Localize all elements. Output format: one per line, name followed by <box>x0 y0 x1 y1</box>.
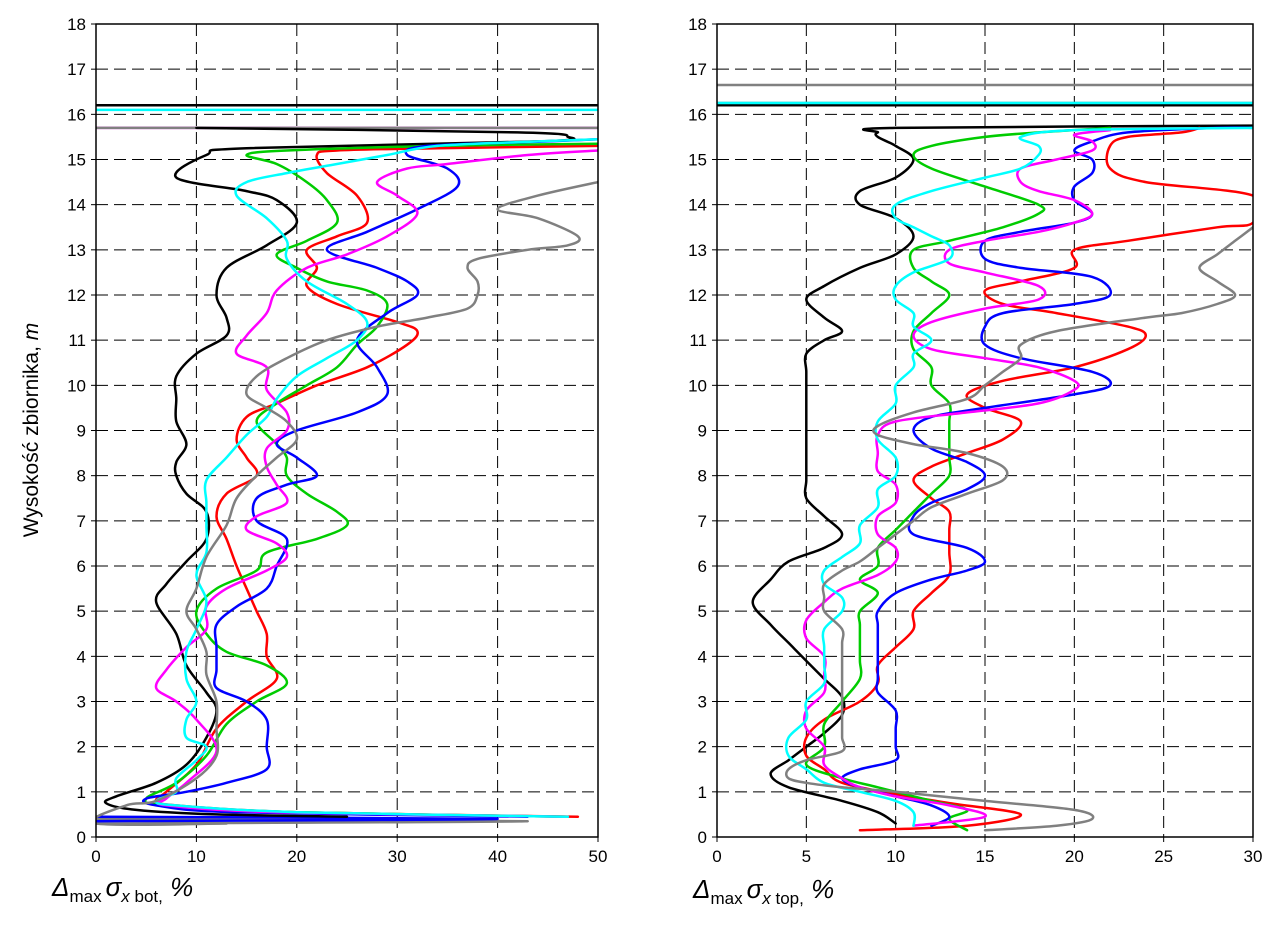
y-tick-label: 12 <box>688 286 707 305</box>
y-tick-label: 17 <box>688 60 707 79</box>
series-line-2 <box>143 142 598 818</box>
y-tick-label: 15 <box>688 151 707 170</box>
y-tick-label: 10 <box>67 376 86 395</box>
plot-frame <box>95 23 599 838</box>
x-tick-label: 30 <box>388 847 407 866</box>
x-tick-label: 20 <box>287 847 306 866</box>
y-tick-label: 14 <box>688 196 707 215</box>
x-tick-label: 25 <box>1154 847 1173 866</box>
y-tick-label: 8 <box>698 467 707 486</box>
y-tick-label: 17 <box>67 60 86 79</box>
x-tick-label: 15 <box>976 847 995 866</box>
series-line-3 <box>141 137 598 818</box>
x-axis-label-top: Δmax σx top, % <box>692 874 834 908</box>
y-tick-label: 0 <box>77 828 86 847</box>
y-tick-label: 10 <box>688 376 707 395</box>
series-line-6 <box>96 180 598 827</box>
x-tick-label: 10 <box>886 847 905 866</box>
y-tick-label: 15 <box>67 151 86 170</box>
x-tick-label: 0 <box>712 847 721 866</box>
y-axis-label: Wysokość zbiornika, m <box>20 323 43 538</box>
x-axis-label-bot: Δmax σx bot, % <box>51 872 193 906</box>
plot-lines <box>96 104 598 827</box>
x-tick-label: 0 <box>91 847 100 866</box>
series-line-5 <box>154 137 598 818</box>
y-tick-label: 7 <box>698 512 707 531</box>
y-tick-label: 6 <box>77 557 86 576</box>
y-tick-label: 13 <box>688 241 707 260</box>
y-tick-label: 7 <box>77 512 86 531</box>
y-tick-label: 8 <box>77 467 86 486</box>
y-tick-label: 18 <box>688 15 707 34</box>
y-tick-label: 12 <box>67 286 86 305</box>
y-tick-label: 0 <box>698 828 707 847</box>
y-tick-label: 2 <box>698 738 707 757</box>
series-line-6 <box>785 226 1253 832</box>
y-tick-label: 1 <box>698 783 707 802</box>
y-tick-label: 3 <box>698 693 707 712</box>
series-spike <box>96 815 499 823</box>
series-line-1 <box>802 126 1253 832</box>
series-line-0 <box>103 126 576 818</box>
x-tick-label: 5 <box>802 847 811 866</box>
y-tick-label: 18 <box>67 15 86 34</box>
y-tick-label: 4 <box>77 647 86 666</box>
y-tick-label: 1 <box>77 783 86 802</box>
plot-frame <box>716 23 1254 838</box>
x-tick-label: 50 <box>589 847 608 866</box>
y-tick-label: 9 <box>698 422 707 441</box>
y-tick-label: 5 <box>77 602 86 621</box>
x-tick-label: 30 <box>1244 847 1263 866</box>
x-tick-label: 20 <box>1065 847 1084 866</box>
y-tick-label: 2 <box>77 738 86 757</box>
y-tick-label: 3 <box>77 693 86 712</box>
y-tick-label: 16 <box>67 105 86 124</box>
series-line-2 <box>804 126 1112 832</box>
y-tick-label: 5 <box>698 602 707 621</box>
y-tick-label: 11 <box>68 331 86 350</box>
x-tick-label: 40 <box>488 847 507 866</box>
x-tick-label: 10 <box>187 847 206 866</box>
series-line-4 <box>154 149 598 818</box>
y-tick-label: 14 <box>67 196 86 215</box>
plot-lines <box>717 83 1253 832</box>
y-tick-label: 6 <box>698 557 707 576</box>
y-tick-label: 13 <box>67 241 86 260</box>
y-tick-label: 16 <box>688 105 707 124</box>
y-tick-label: 9 <box>77 422 86 441</box>
series-line-0 <box>751 124 1253 825</box>
y-tick-label: 4 <box>698 647 707 666</box>
y-tick-label: 11 <box>689 331 707 350</box>
